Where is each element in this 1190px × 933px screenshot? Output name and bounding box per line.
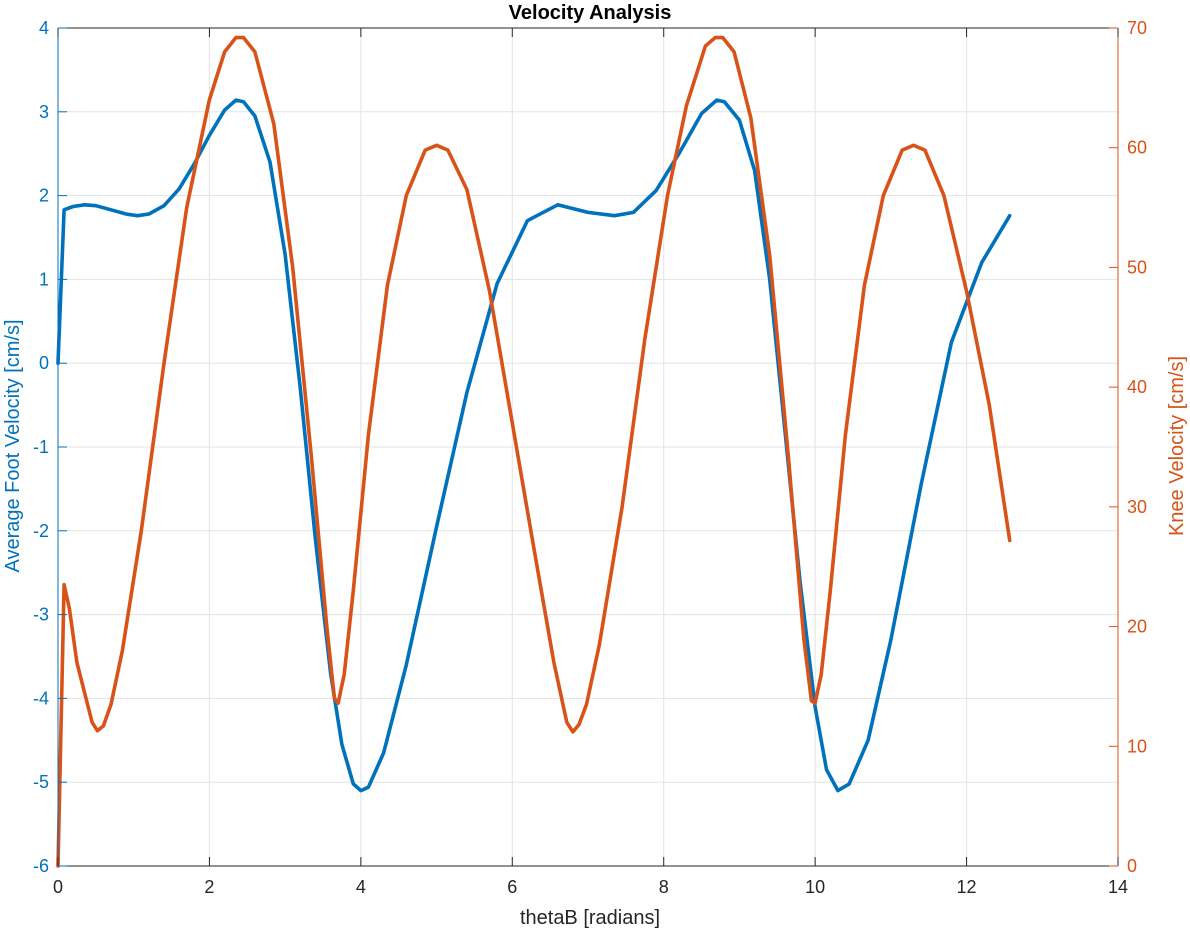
y-left-tick-label: 0 — [39, 353, 49, 373]
x-tick-label: 2 — [204, 877, 214, 897]
y-left-tick-label: -4 — [33, 688, 49, 708]
y-right-tick-label: 60 — [1127, 138, 1147, 158]
series-lines — [56, 35, 1012, 868]
y-left-tick-label: 2 — [39, 186, 49, 206]
y-left-tick-label: -1 — [33, 437, 49, 457]
y-left-tick-label: 4 — [39, 18, 49, 38]
y-right-tick-label: 0 — [1127, 856, 1137, 876]
y-right-tick-label: 50 — [1127, 257, 1147, 277]
series-line-right — [56, 35, 1012, 868]
y-axis-right-label: Knee Velocity [cm/s] — [1166, 356, 1188, 536]
chart-title: Velocity Analysis — [509, 2, 672, 24]
x-tick-label: 0 — [53, 877, 63, 897]
y-right-tick-label: 20 — [1127, 617, 1147, 637]
y-left-tick-label: -5 — [33, 772, 49, 792]
x-tick-label: 6 — [507, 877, 517, 897]
y-left-tick-label: 3 — [39, 102, 49, 122]
y-right-tick-label: 10 — [1127, 736, 1147, 756]
grid-lines — [57, 27, 1119, 867]
y-axis-left-label: Average Foot Velocity [cm/s] — [2, 319, 24, 572]
x-tick-label: 12 — [957, 877, 977, 897]
y-left-tick-label: 1 — [39, 269, 49, 289]
x-tick-label: 14 — [1108, 877, 1128, 897]
x-axis-label: thetaB [radians] — [520, 907, 660, 929]
x-tick-label: 8 — [659, 877, 669, 897]
y-left-tick-label: -2 — [33, 521, 49, 541]
y-right-tick-label: 70 — [1127, 18, 1147, 38]
series-line-left — [56, 98, 1012, 793]
y-right-tick-label: 30 — [1127, 497, 1147, 517]
y-left-tick-label: -3 — [33, 605, 49, 625]
y-right-tick-label: 40 — [1127, 377, 1147, 397]
y-left-tick-label: -6 — [33, 856, 49, 876]
x-tick-label: 4 — [356, 877, 366, 897]
axes: 0 2 4 6 8 10 12 14-6-5-4-3-2-101234010203040506… — [33, 18, 1147, 897]
x-tick-label: 10 — [805, 877, 825, 897]
